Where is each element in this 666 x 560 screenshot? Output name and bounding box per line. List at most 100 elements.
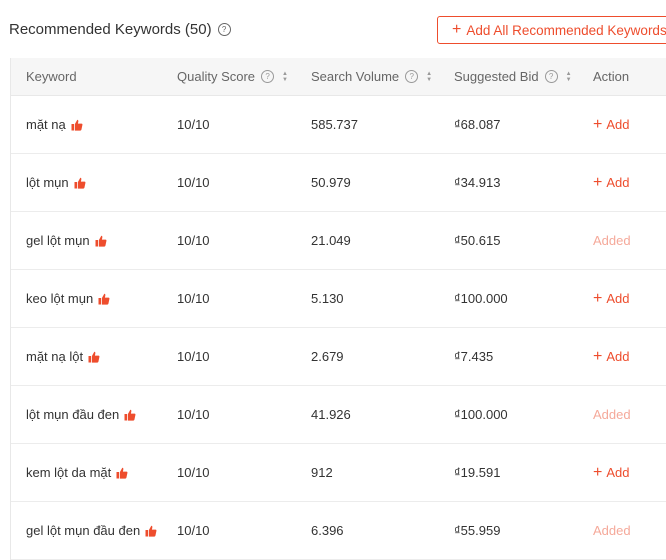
search-volume-cell: 5.130 [311, 291, 344, 306]
question-circle-icon[interactable]: ? [544, 70, 558, 83]
add-keyword-button[interactable]: + Add [593, 444, 629, 501]
search-volume-cell: 585.737 [311, 117, 358, 132]
table-row: mặt nạ lột 10/10 2.679 ₫7.435 + Add [11, 328, 666, 386]
column-header-label: Action [593, 69, 630, 84]
section-title-text: Recommended Keywords (50) [9, 21, 212, 38]
table-row: gel lột mụn đầu đen 10/10 6.396 ₫55.959 Adde… [11, 502, 666, 560]
column-header-search-volume[interactable]: Search Volume? ▲ ▼ [311, 58, 432, 95]
keyword-text: gel lột mụn [26, 233, 90, 248]
thumbs-up-icon [74, 177, 86, 189]
search-volume-cell: 41.926 [311, 407, 351, 422]
add-keyword-button[interactable]: + Add [593, 270, 629, 327]
question-circle-icon[interactable]: ? [405, 70, 419, 83]
keyword-text: gel lột mụn đầu đen [26, 523, 141, 538]
keyword-cell: gel lột mụn đầu đen [26, 502, 157, 559]
search-volume-cell: 50.979 [311, 175, 351, 190]
suggested-bid-cell: ₫68.087 [454, 117, 501, 132]
add-all-label: Add All Recommended Keywords [466, 22, 666, 38]
add-keyword-button[interactable]: + Add [593, 154, 629, 211]
add-label: Add [606, 349, 630, 364]
keyword-cell: lột mụn [26, 154, 86, 211]
plus-icon: + [593, 289, 603, 307]
add-keyword-button[interactable]: + Add [593, 328, 629, 385]
add-label: Add [606, 291, 630, 306]
thumbs-up-icon [98, 293, 110, 305]
add-label: Add [606, 175, 630, 190]
added-status: Added [593, 233, 631, 248]
table-header: Keyword Quality Score? ▲ ▼ Search Volume? ▲ ▼ S… [11, 58, 666, 96]
suggested-bid-cell: ₫50.615 [454, 233, 501, 248]
suggested-bid-cell: ₫100.000 [454, 291, 508, 306]
quality-score-cell: 10/10 [177, 233, 210, 248]
keywords-table: Keyword Quality Score? ▲ ▼ Search Volume? ▲ ▼ S… [10, 58, 666, 560]
keyword-text: kem lột da mặt [26, 465, 112, 480]
suggested-bid-cell: ₫100.000 [454, 407, 508, 422]
keyword-cell: lột mụn đầu đen [26, 386, 136, 443]
quality-score-cell: 10/10 [177, 349, 210, 364]
column-header-label: Suggested Bid [454, 69, 539, 84]
add-label: Add [606, 465, 630, 480]
table-row: gel lột mụn 10/10 21.049 ₫50.615 Added [11, 212, 666, 270]
recommended-keywords-header: Recommended Keywords (50) ? + Add All Re… [0, 0, 666, 58]
thumbs-up-icon [88, 351, 100, 363]
keyword-cell: mặt nạ lột [26, 328, 100, 385]
column-header-label: Search Volume [311, 69, 400, 84]
quality-score-cell: 10/10 [177, 523, 210, 538]
keyword-cell: mặt nạ [26, 96, 83, 153]
quality-score-cell: 10/10 [177, 291, 210, 306]
table-row: mặt nạ 10/10 585.737 ₫68.087 + Add [11, 96, 666, 154]
plus-icon: + [593, 463, 603, 481]
sort-icon[interactable]: ▲ ▼ [426, 70, 433, 83]
thumbs-up-icon [71, 119, 83, 131]
thumbs-up-icon [124, 409, 136, 421]
keyword-cell: keo lột mụn [26, 270, 110, 327]
plus-icon: + [452, 21, 462, 38]
section-title: Recommended Keywords (50) ? [9, 21, 231, 38]
table-body: mặt nạ 10/10 585.737 ₫68.087 + Add lột mụn 10/1… [11, 96, 666, 560]
suggested-bid-cell: ₫55.959 [454, 523, 501, 538]
quality-score-cell: 10/10 [177, 465, 210, 480]
thumbs-up-icon [116, 467, 128, 479]
table-row: keo lột mụn 10/10 5.130 ₫100.000 + Add [11, 270, 666, 328]
question-circle-icon[interactable]: ? [217, 23, 231, 36]
keyword-text: mặt nạ [26, 117, 66, 132]
suggested-bid-cell: ₫7.435 [454, 349, 494, 364]
added-status: Added [593, 407, 631, 422]
plus-icon: + [593, 347, 603, 365]
add-all-recommended-keywords-button[interactable]: + Add All Recommended Keywords [437, 16, 666, 44]
keyword-text: lột mụn [26, 175, 69, 190]
quality-score-cell: 10/10 [177, 117, 210, 132]
table-row: lột mụn 10/10 50.979 ₫34.913 + Add [11, 154, 666, 212]
column-header-keyword: Keyword [26, 58, 77, 95]
column-header-action: Action [593, 58, 629, 95]
suggested-bid-cell: ₫34.913 [454, 175, 501, 190]
question-circle-icon[interactable]: ? [261, 70, 275, 83]
quality-score-cell: 10/10 [177, 175, 210, 190]
column-header-suggested-bid[interactable]: Suggested Bid? ▲ ▼ [454, 58, 572, 95]
search-volume-cell: 6.396 [311, 523, 344, 538]
add-keyword-button[interactable]: + Add [593, 96, 629, 153]
keyword-text: mặt nạ lột [26, 349, 84, 364]
add-label: Add [606, 117, 630, 132]
plus-icon: + [593, 115, 603, 133]
keyword-cell: gel lột mụn [26, 212, 107, 269]
thumbs-up-icon [95, 235, 107, 247]
column-header-label: Keyword [26, 69, 77, 84]
sort-icon[interactable]: ▲ ▼ [282, 70, 288, 83]
quality-score-cell: 10/10 [177, 407, 210, 422]
suggested-bid-cell: ₫19.591 [454, 465, 501, 480]
keyword-cell: kem lột da mặt [26, 444, 128, 501]
search-volume-cell: 21.049 [311, 233, 351, 248]
added-status: Added [593, 523, 631, 538]
sort-icon[interactable]: ▲ ▼ [565, 70, 572, 83]
thumbs-up-icon [145, 525, 157, 537]
column-header-quality-score[interactable]: Quality Score? ▲ ▼ [177, 58, 288, 95]
search-volume-cell: 2.679 [311, 349, 344, 364]
table-row: lột mụn đầu đen 10/10 41.926 ₫100.000 Added [11, 386, 666, 444]
keyword-text: keo lột mụn [26, 291, 94, 306]
plus-icon: + [593, 173, 603, 191]
keyword-text: lột mụn đầu đen [26, 407, 120, 422]
table-row: kem lột da mặt 10/10 912 ₫19.591 + Add [11, 444, 666, 502]
search-volume-cell: 912 [311, 465, 333, 480]
column-header-label: Quality Score [177, 69, 256, 84]
